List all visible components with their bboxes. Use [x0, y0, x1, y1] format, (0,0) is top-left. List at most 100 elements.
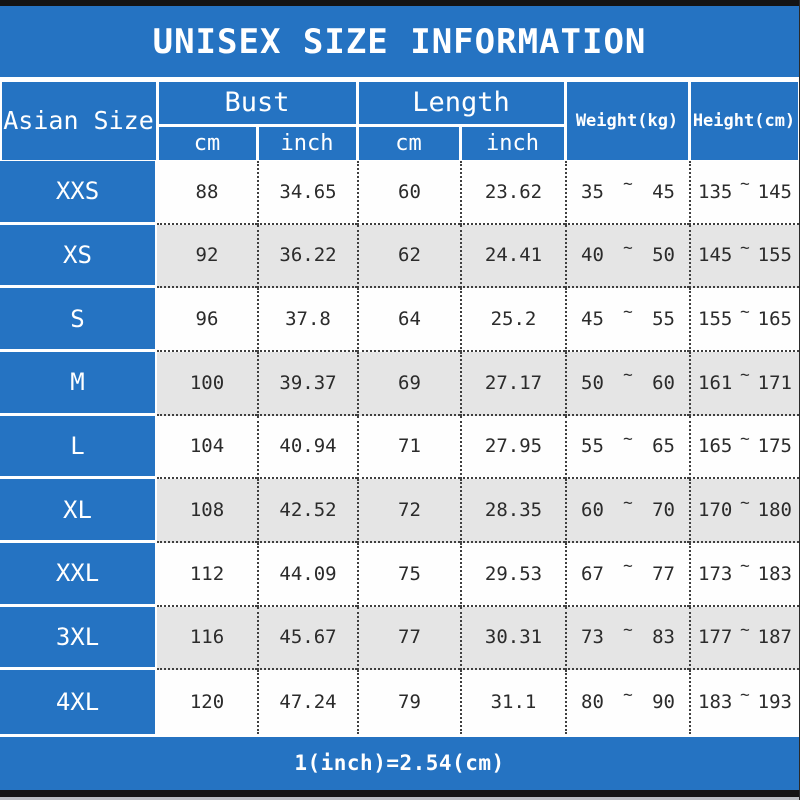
tilde-separator: ~ — [623, 556, 633, 576]
range-min: 80 — [581, 691, 604, 714]
size-label: L — [0, 415, 157, 480]
table-row: 4XL 120 47.24 79 31.1 80 ~ 90 183 ~ 193 — [0, 670, 799, 734]
range-min: 155 — [698, 308, 733, 331]
weight-range: 45 ~ 55 — [565, 288, 689, 352]
header-bust-cm: cm — [158, 126, 256, 160]
range-min: 135 — [698, 180, 733, 203]
tilde-separator: ~ — [623, 684, 633, 704]
table-body: XXS 88 34.65 60 23.62 35 ~ 45 135 ~ 145 … — [0, 161, 799, 734]
length-cm-value: 71 — [357, 415, 460, 480]
length-cm-value: 69 — [357, 351, 460, 416]
range-max: 155 — [757, 244, 792, 267]
length-cm-value: 77 — [357, 606, 460, 671]
tilde-separator: ~ — [623, 174, 633, 194]
bust-inch-value: 42.52 — [257, 479, 357, 543]
header-length-cm: cm — [358, 126, 459, 160]
table-row: XL 108 42.52 72 28.35 60 ~ 70 170 ~ 180 — [0, 479, 799, 543]
size-label: S — [0, 288, 157, 352]
range-min: 67 — [581, 562, 604, 585]
range-max: 180 — [757, 499, 792, 522]
bottom-border-bar — [0, 789, 799, 797]
header-length-group: Length — [358, 81, 564, 124]
size-label: 4XL — [0, 670, 157, 734]
range-min: 55 — [581, 435, 604, 458]
range-min: 35 — [581, 180, 604, 203]
length-cm-value: 79 — [357, 670, 460, 734]
table-row: XS 92 36.22 62 24.41 40 ~ 50 145 ~ 155 — [0, 224, 799, 289]
range-min: 183 — [698, 691, 733, 714]
bust-inch-value: 40.94 — [257, 415, 357, 480]
range-max: 145 — [757, 180, 792, 203]
size-label: XL — [0, 479, 157, 543]
height-range: 165 ~ 175 — [689, 415, 799, 480]
tilde-separator: ~ — [740, 428, 750, 448]
tilde-separator: ~ — [623, 492, 633, 512]
table-row: M 100 39.37 69 27.17 50 ~ 60 161 ~ 171 — [0, 351, 799, 416]
range-min: 177 — [698, 626, 733, 649]
tilde-separator: ~ — [623, 619, 633, 639]
length-inch-value: 30.31 — [460, 606, 565, 671]
bust-inch-value: 37.8 — [257, 288, 357, 352]
bust-cm-value: 100 — [157, 351, 257, 416]
tilde-separator: ~ — [740, 619, 750, 639]
length-inch-value: 27.17 — [460, 351, 565, 416]
weight-range: 40 ~ 50 — [565, 224, 689, 289]
table-row: XXS 88 34.65 60 23.62 35 ~ 45 135 ~ 145 — [0, 161, 799, 225]
tilde-separator: ~ — [623, 365, 633, 385]
footer-gap — [0, 733, 799, 737]
size-label: 3XL — [0, 606, 157, 671]
range-max: 90 — [652, 691, 675, 714]
range-max: 187 — [757, 626, 792, 649]
weight-range: 80 ~ 90 — [565, 670, 689, 734]
bust-cm-value: 116 — [157, 606, 257, 671]
page-title: UNISEX SIZE INFORMATION — [152, 21, 647, 62]
length-inch-value: 27.95 — [460, 415, 565, 480]
title-banner: UNISEX SIZE INFORMATION — [0, 6, 799, 77]
range-max: 183 — [757, 562, 792, 585]
header-bust-inch: inch — [258, 126, 356, 160]
height-range: 170 ~ 180 — [689, 479, 799, 543]
table-header: Asian Size Bust Length cm inch cm inch W… — [0, 77, 799, 161]
range-min: 165 — [698, 435, 733, 458]
table-row: 3XL 116 45.67 77 30.31 73 ~ 83 177 ~ 187 — [0, 606, 799, 671]
tilde-separator: ~ — [623, 237, 633, 257]
bust-cm-value: 88 — [157, 161, 257, 225]
tilde-separator: ~ — [740, 492, 750, 512]
bust-inch-value: 36.22 — [257, 224, 357, 289]
bust-inch-value: 45.67 — [257, 606, 357, 671]
table-row: L 104 40.94 71 27.95 55 ~ 65 165 ~ 175 — [0, 415, 799, 480]
height-range: 145 ~ 155 — [689, 224, 799, 289]
height-range: 183 ~ 193 — [689, 670, 799, 734]
height-range: 161 ~ 171 — [689, 351, 799, 416]
range-max: 175 — [757, 435, 792, 458]
conversion-footer: 1(inch)=2.54(cm) — [0, 736, 799, 790]
range-min: 60 — [581, 499, 604, 522]
range-max: 83 — [652, 626, 675, 649]
bust-inch-value: 47.24 — [257, 670, 357, 734]
size-label: XS — [0, 224, 157, 289]
tilde-separator: ~ — [623, 301, 633, 321]
weight-range: 60 ~ 70 — [565, 479, 689, 543]
range-min: 50 — [581, 371, 604, 394]
length-inch-value: 25.2 — [460, 288, 565, 352]
weight-range: 50 ~ 60 — [565, 351, 689, 416]
bust-cm-value: 108 — [157, 479, 257, 543]
height-range: 177 ~ 187 — [689, 606, 799, 671]
length-inch-value: 23.62 — [460, 161, 565, 225]
bust-inch-value: 34.65 — [257, 161, 357, 225]
size-label: XXS — [0, 161, 157, 225]
table-row: XXL 112 44.09 75 29.53 67 ~ 77 173 ~ 183 — [0, 542, 799, 607]
height-range: 135 ~ 145 — [689, 161, 799, 225]
height-range: 155 ~ 165 — [689, 288, 799, 352]
tilde-separator: ~ — [740, 556, 750, 576]
bust-inch-value: 44.09 — [257, 542, 357, 607]
size-label: M — [0, 351, 157, 416]
length-cm-value: 62 — [357, 224, 460, 289]
tilde-separator: ~ — [740, 684, 750, 704]
range-min: 170 — [698, 499, 733, 522]
weight-range: 73 ~ 83 — [565, 606, 689, 671]
length-cm-value: 60 — [357, 161, 460, 225]
length-inch-value: 24.41 — [460, 224, 565, 289]
range-max: 77 — [652, 562, 675, 585]
range-max: 165 — [757, 308, 792, 331]
